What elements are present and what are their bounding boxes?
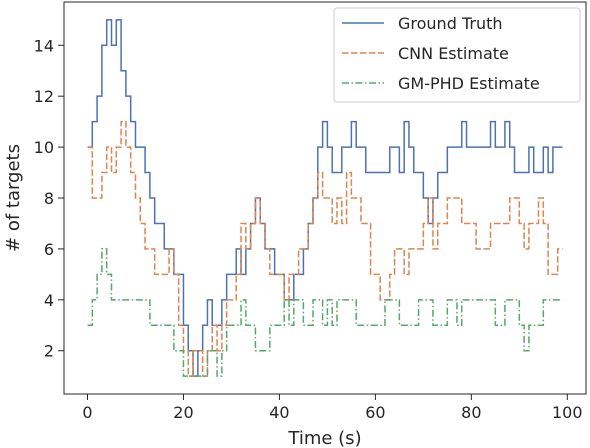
- y-tick-label: 4: [44, 291, 54, 310]
- series-line-gm-phd-estimate: [87, 248, 563, 377]
- x-tick-label: 80: [461, 403, 481, 422]
- x-tick-label: 40: [269, 403, 289, 422]
- y-tick-label: 2: [44, 342, 54, 361]
- x-tick-label: 0: [82, 403, 92, 422]
- x-tick-label: 20: [173, 403, 193, 422]
- x-tick-label: 100: [552, 403, 583, 422]
- y-tick-label: 8: [44, 189, 54, 208]
- y-tick-label: 14: [34, 36, 54, 55]
- y-axis-label: # of targets: [3, 144, 24, 252]
- legend: Ground Truth CNN Estimate GM-PHD Estimate: [333, 7, 581, 103]
- legend-box: [333, 7, 581, 103]
- x-axis: 0 20 40 60 80 100: [82, 394, 583, 422]
- legend-label-gm-phd-estimate: GM-PHD Estimate: [398, 74, 540, 93]
- y-axis: 2 4 6 8 10 12 14: [34, 36, 64, 361]
- y-tick-label: 6: [44, 240, 54, 259]
- series-line-cnn-estimate: [87, 120, 563, 377]
- legend-label-ground-truth: Ground Truth: [398, 14, 503, 33]
- series-layer: [87, 19, 563, 377]
- x-tick-label: 60: [365, 403, 385, 422]
- y-tick-label: 10: [34, 138, 54, 157]
- legend-label-cnn-estimate: CNN Estimate: [398, 44, 509, 63]
- y-tick-label: 12: [34, 87, 54, 106]
- x-axis-label: Time (s): [287, 428, 361, 448]
